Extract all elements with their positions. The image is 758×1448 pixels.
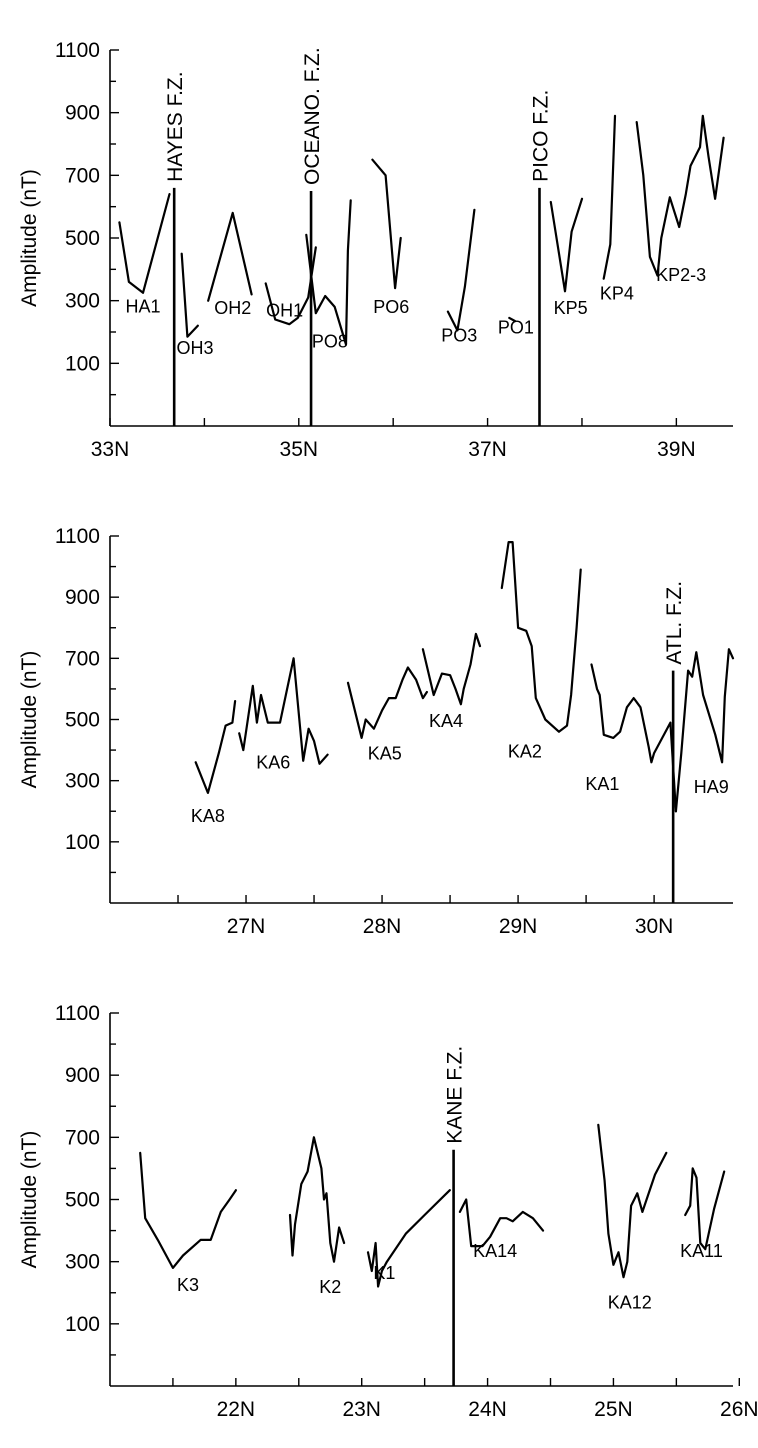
y-axis-label: Amplitude (nT) (18, 1131, 41, 1269)
x-tick-label: 26N (720, 1398, 758, 1421)
profile-label: KA5 (368, 743, 402, 763)
y-tick-label: 300 (65, 290, 100, 313)
y-tick-label: 300 (65, 1251, 100, 1274)
profile-line-po1 (508, 316, 517, 323)
x-tick-label: 25N (594, 1398, 633, 1421)
profile-label: PO3 (441, 325, 477, 345)
profile-line-k2 (288, 1136, 346, 1263)
profile-line-kp2-3 (635, 114, 725, 277)
fracture-zone-label: OCEANO. F.Z. (301, 47, 324, 185)
x-tick-label: 37N (468, 438, 507, 461)
profile-line-po8 (305, 199, 352, 346)
y-tick-label: 700 (65, 1126, 100, 1149)
y-tick-label: 900 (65, 1064, 100, 1087)
y-tick-label: 1100 (55, 39, 100, 62)
profile-label: KA2 (508, 742, 542, 762)
profile-line-ka4 (421, 632, 482, 706)
profile-label: OH2 (214, 298, 251, 318)
y-tick-label: 1100 (55, 525, 100, 548)
y-tick-label: 900 (65, 102, 100, 125)
profile-line-ka12 (597, 1123, 668, 1279)
y-tick-label: 500 (65, 1189, 100, 1212)
profile-line-oh2 (207, 211, 253, 302)
profile-line-kp4 (602, 114, 617, 280)
profile-label: OH1 (266, 300, 303, 320)
chart-panel-2: 1100 900 700 500 300 100 27N 28N 29N 30N Amplitude… (18, 525, 735, 938)
profile-label: KP2-3 (656, 265, 706, 285)
x-tick-label: 22N (217, 1398, 256, 1421)
profile-line-ha1 (118, 193, 171, 294)
profile-label: HA1 (126, 297, 161, 317)
profile-label: KA1 (585, 774, 619, 794)
profile-line-po6 (371, 158, 402, 290)
profile-line-oh1 (264, 246, 317, 326)
profile-line-oh3 (180, 252, 199, 338)
fracture-zone-label: HAYES F.Z. (164, 71, 187, 181)
chart-panel-3: 1100 900 700 500 300 100 22N 23N 24N 25N 26N Amplit… (18, 1002, 758, 1421)
profile-label: PO1 (498, 318, 534, 338)
profile-line-k3 (139, 1151, 237, 1270)
profile-line-ka8 (194, 699, 237, 795)
profile-label: K3 (177, 1275, 199, 1295)
profile-line-k1 (366, 1189, 451, 1288)
x-tick-label: 28N (363, 915, 402, 938)
profile-line-ka2 (500, 540, 582, 733)
profile-line-ha9 (674, 648, 735, 813)
y-tick-label: 500 (65, 227, 100, 250)
x-tick-label: 23N (342, 1398, 381, 1421)
profile-label: K2 (319, 1277, 341, 1297)
profile-label: KA8 (191, 806, 225, 826)
profile-label: PO6 (373, 297, 409, 317)
y-tick-label: 900 (65, 586, 100, 609)
fracture-zone-label: KANE F.Z. (444, 1046, 467, 1144)
x-tick-label: 33N (91, 438, 130, 461)
profile-line-po3 (446, 208, 476, 332)
profile-label: OH3 (176, 338, 213, 358)
x-tick-label: 39N (657, 438, 696, 461)
x-tick-label: 24N (468, 1398, 507, 1421)
profile-label: KA4 (429, 711, 463, 731)
profile-label: HA9 (694, 777, 729, 797)
profile-line-ka5 (346, 666, 428, 740)
x-tick-label: 30N (635, 915, 674, 938)
y-tick-label: 1100 (55, 1002, 100, 1025)
profile-line-kp5 (549, 197, 584, 293)
y-tick-label: 700 (65, 647, 100, 670)
profile-line-ka1 (590, 663, 678, 813)
y-tick-label: 100 (65, 1313, 100, 1336)
fracture-zone-label: ATL. F.Z. (663, 581, 686, 665)
profile-line-ka14 (458, 1198, 545, 1248)
y-tick-label: 100 (65, 352, 100, 375)
y-tick-label: 300 (65, 770, 100, 793)
profile-label: KA11 (680, 1241, 723, 1261)
profile-label: PO8 (312, 332, 348, 352)
profile-label: KA14 (473, 1241, 517, 1261)
x-tick-label: 35N (280, 438, 319, 461)
profile-label: KA6 (256, 752, 290, 772)
profile-line-ka11 (684, 1167, 726, 1251)
y-tick-label: 100 (65, 831, 100, 854)
y-tick-label: 700 (65, 164, 100, 187)
profile-label: KP4 (600, 284, 634, 304)
y-axis-label: Amplitude (nT) (18, 169, 41, 307)
y-tick-label: 500 (65, 709, 100, 732)
fracture-zone-label: PICO F.Z. (529, 90, 552, 182)
profile-label: K1 (373, 1263, 395, 1283)
profile-label: KP5 (554, 298, 588, 318)
profile-label: KA12 (608, 1292, 652, 1312)
y-axis-label: Amplitude (nT) (18, 651, 41, 789)
x-tick-label: 29N (499, 915, 538, 938)
chart-panel-1: 1100 900 700 500 300 100 33N 35N 37N 39N Amplitude… (18, 39, 733, 461)
profile-line-ka6 (238, 657, 329, 765)
x-tick-label: 27N (227, 915, 266, 938)
